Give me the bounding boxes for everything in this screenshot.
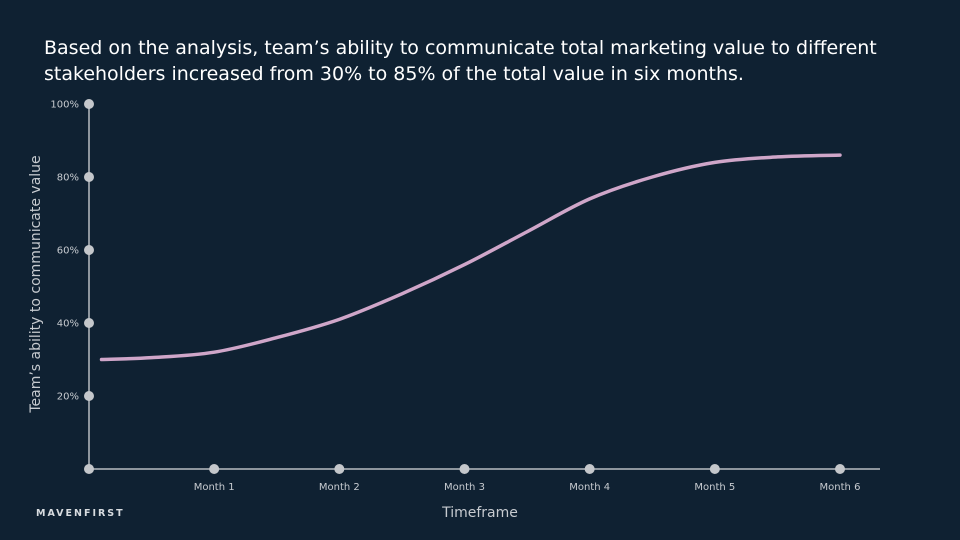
y-axis-label: Team’s ability to communicate value	[28, 155, 44, 413]
slide-title: Based on the analysis, team’s ability to…	[44, 37, 877, 85]
x-tick-marker	[584, 464, 595, 474]
x-axis-label: Timeframe	[441, 505, 518, 521]
y-tick-marker	[84, 172, 94, 182]
x-tick-marker	[334, 464, 345, 474]
x-tick-label: Month 4	[569, 482, 610, 493]
x-ticks: Month 1 Month 2 Month 3 Month 4 Month 5 Month…	[194, 464, 861, 493]
x-tick-marker	[835, 464, 845, 474]
x-tick-label: Month 1	[194, 482, 235, 493]
x-tick-label: Month 5	[694, 482, 735, 493]
y-tick-marker	[84, 391, 94, 401]
x-tick-label: Month 2	[319, 482, 360, 493]
y-tick-label: 80%	[57, 173, 79, 184]
brand-logo: MAVENFIRST	[36, 508, 125, 519]
y-tick-marker	[84, 245, 94, 255]
y-tick-label: 40%	[57, 319, 79, 330]
y-tick-label: 60%	[57, 246, 79, 257]
axis-origin-marker	[84, 464, 94, 474]
series-line	[99, 153, 842, 362]
x-tick-marker	[459, 464, 470, 474]
y-tick-marker	[84, 99, 94, 109]
x-tick-marker	[709, 464, 720, 474]
x-tick-marker	[209, 464, 220, 474]
y-tick-label: 20%	[57, 392, 79, 403]
y-tick-label: 100%	[50, 100, 79, 111]
y-tick-marker	[84, 318, 94, 328]
x-tick-label: Month 6	[820, 482, 861, 493]
y-ticks: 20% 40% 60% 80% 100%	[50, 99, 94, 474]
x-tick-label: Month 3	[444, 482, 485, 493]
